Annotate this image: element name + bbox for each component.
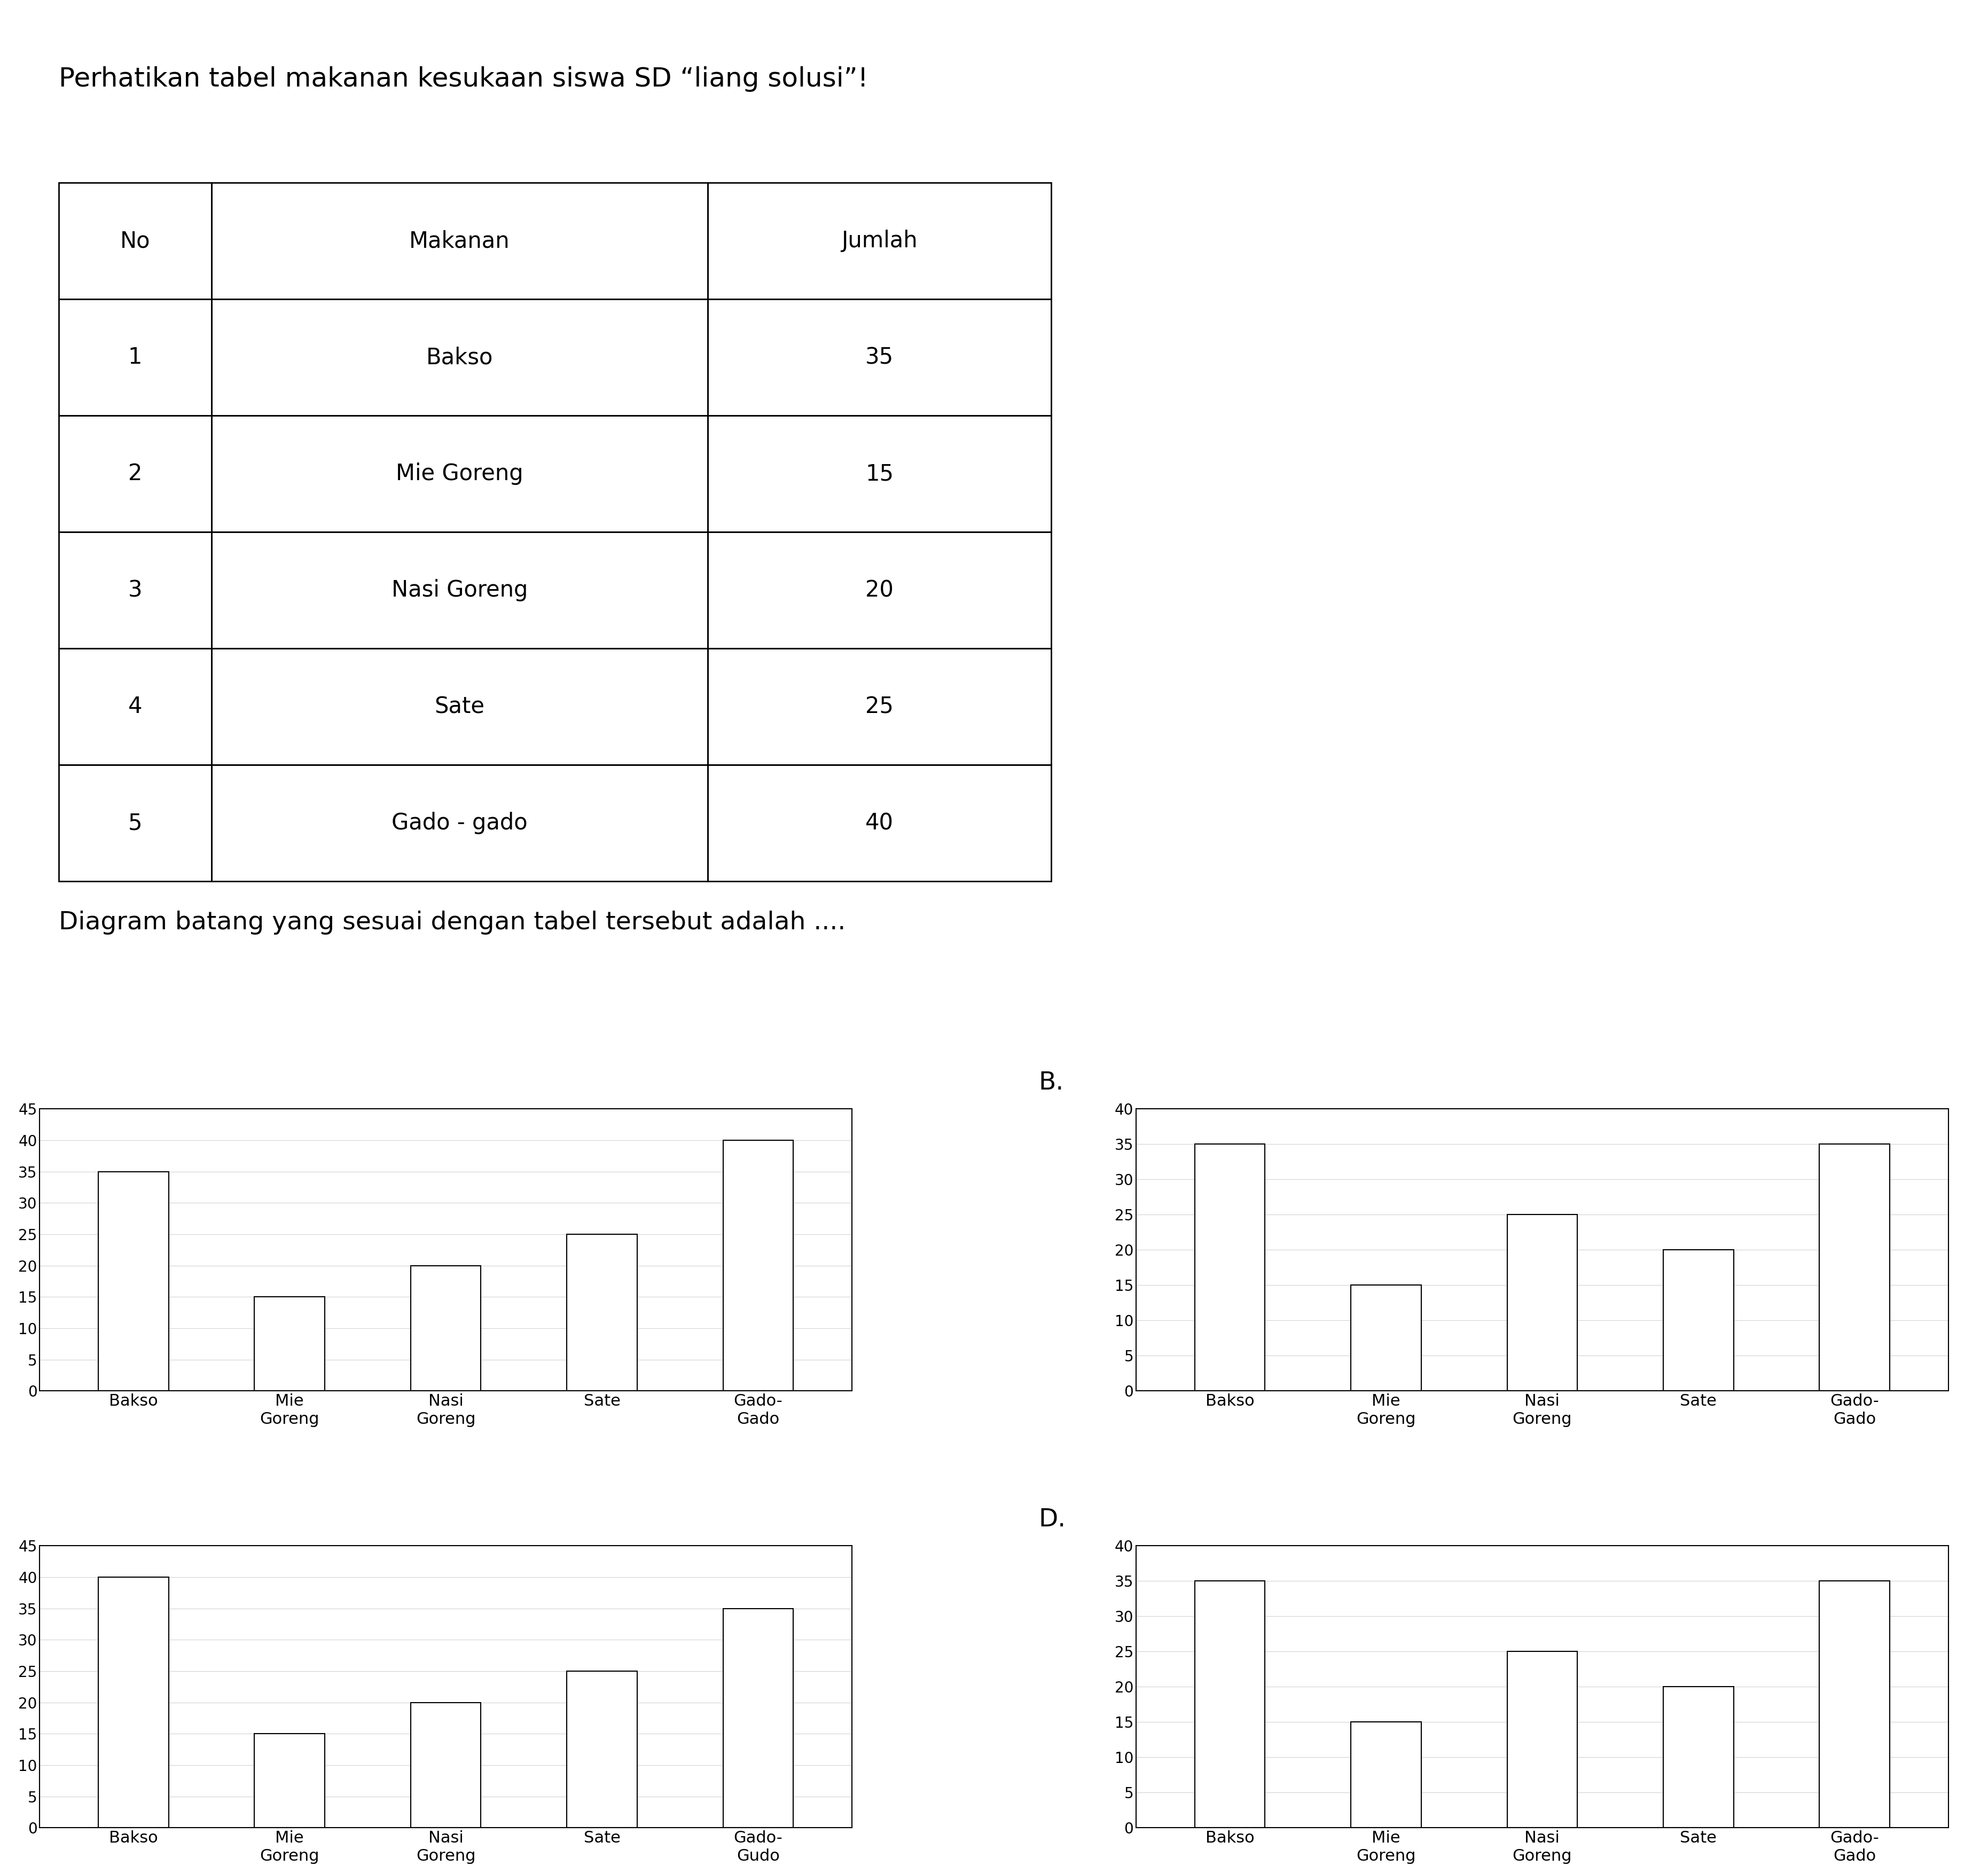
Bar [724,1608,793,1828]
Bar [1195,1582,1264,1828]
Bar [60,183,211,298]
Text: No: No [119,229,151,252]
Bar [60,416,211,532]
Text: 40: 40 [865,811,895,834]
Text: 3: 3 [127,580,143,602]
Text: 2: 2 [127,463,143,485]
Text: 25: 25 [865,696,895,718]
Text: 35: 35 [865,347,895,369]
Bar [60,532,211,649]
Text: D.: D. [1038,1507,1066,1531]
Bar [1352,1721,1421,1828]
Bar [97,1578,169,1828]
Text: Jumlah: Jumlah [841,229,918,252]
Bar [211,649,708,765]
Bar [254,1734,324,1828]
Bar [97,1171,169,1391]
Bar [1352,1285,1421,1391]
Text: Bakso: Bakso [425,347,493,369]
Text: Nasi Goreng: Nasi Goreng [392,580,529,602]
Text: 15: 15 [865,463,895,485]
Text: Diagram batang yang sesuai dengan tabel tersebut adalah ....: Diagram batang yang sesuai dengan tabel … [60,910,845,934]
Bar [60,649,211,765]
Bar [708,765,1052,882]
Text: B.: B. [1038,1071,1064,1095]
Bar [708,416,1052,532]
Bar [567,1235,636,1391]
Text: Makanan: Makanan [410,229,511,252]
Bar [254,1296,324,1391]
Text: Mie Goreng: Mie Goreng [396,463,523,485]
Bar [412,1266,481,1391]
Bar [1507,1214,1576,1391]
Bar [60,765,211,882]
Bar [211,298,708,416]
Bar [708,532,1052,649]
Bar [567,1671,636,1828]
Text: Gado - gado: Gado - gado [392,811,527,834]
Text: Sate: Sate [435,696,485,718]
Bar [1819,1145,1891,1391]
Bar [211,183,708,298]
Bar [211,416,708,532]
Bar [211,532,708,649]
Bar [1664,1250,1734,1391]
Text: 5: 5 [127,811,143,834]
Bar [708,183,1052,298]
Text: 20: 20 [865,580,895,602]
Bar [211,765,708,882]
Text: 4: 4 [127,696,143,718]
Bar [1664,1686,1734,1828]
Bar [1507,1652,1576,1828]
Bar [412,1703,481,1828]
Bar [708,298,1052,416]
Bar [724,1140,793,1391]
Text: Perhatikan tabel makanan kesukaan siswa SD “liang solusi”!: Perhatikan tabel makanan kesukaan siswa … [60,67,869,91]
Bar [1195,1145,1264,1391]
Bar [60,298,211,416]
Bar [1819,1582,1891,1828]
Bar [708,649,1052,765]
Text: 1: 1 [127,347,143,369]
